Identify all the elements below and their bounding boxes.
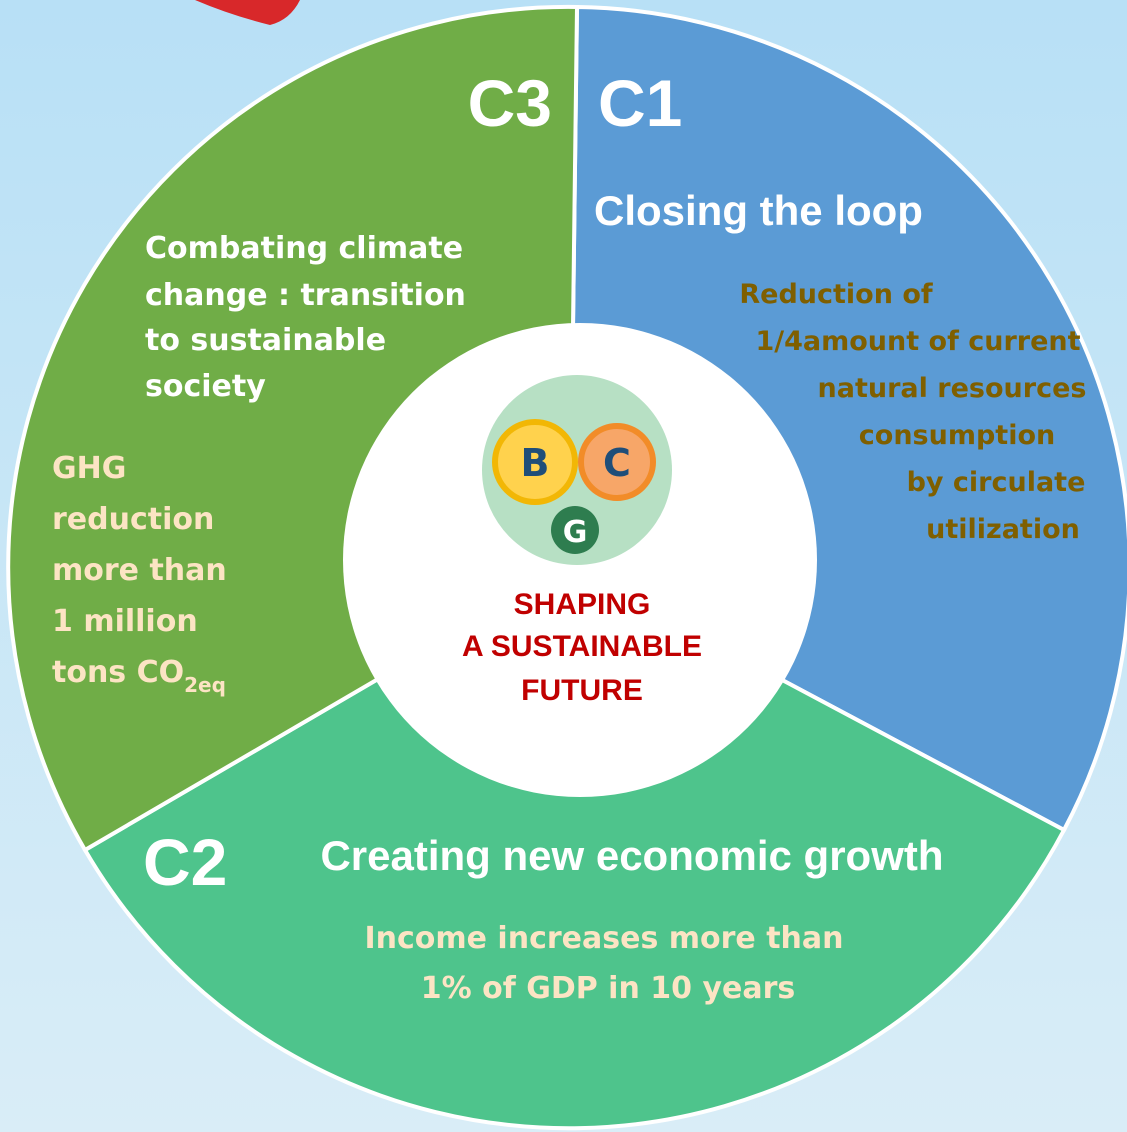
red-shape xyxy=(195,0,300,25)
segment-code: C3 xyxy=(468,66,552,140)
segment-detail: 1% of GDP in 10 years xyxy=(421,971,796,1006)
segment-code: C2 xyxy=(143,825,227,899)
segment-title: society xyxy=(145,369,266,404)
logo: B C G xyxy=(482,375,672,565)
segment-detail: consumption xyxy=(859,420,1055,451)
logo-letter: C xyxy=(603,441,631,485)
detail-subscript: 2eq xyxy=(184,673,226,697)
center-line: A SUSTAINABLE xyxy=(462,630,702,663)
segment-detail: 1 million xyxy=(52,604,198,639)
center-line: SHAPING xyxy=(514,588,651,621)
logo-c xyxy=(578,423,656,501)
segment-title: Creating new economic growth xyxy=(320,832,943,879)
logo-b xyxy=(492,419,578,505)
segment-detail: GHG xyxy=(52,451,126,486)
logo-letter: B xyxy=(521,441,550,485)
segment-title: to sustainable xyxy=(145,323,386,358)
segment-detail: natural resources xyxy=(818,373,1087,404)
segment-detail: Income increases more than xyxy=(364,921,843,956)
logo-letter: G xyxy=(563,515,588,550)
detail-text: tons CO xyxy=(52,655,184,690)
segment-detail: more than xyxy=(52,553,227,588)
segment-title: Combating climate xyxy=(145,231,463,266)
segment-detail: 1/4amount of current xyxy=(755,326,1080,357)
segment-code: C1 xyxy=(598,66,682,140)
segment-detail: utilization xyxy=(926,514,1080,545)
logo-g xyxy=(551,506,599,554)
center-line: FUTURE xyxy=(521,674,643,707)
segment-detail: reduction xyxy=(52,502,214,537)
segment-title: Closing the loop xyxy=(594,187,923,234)
segment-detail: by circulate xyxy=(907,467,1086,498)
segment-detail: tons CO2eq xyxy=(52,655,226,697)
segment-title: change : transition xyxy=(145,278,466,313)
segment-detail: Reduction of xyxy=(739,279,933,310)
